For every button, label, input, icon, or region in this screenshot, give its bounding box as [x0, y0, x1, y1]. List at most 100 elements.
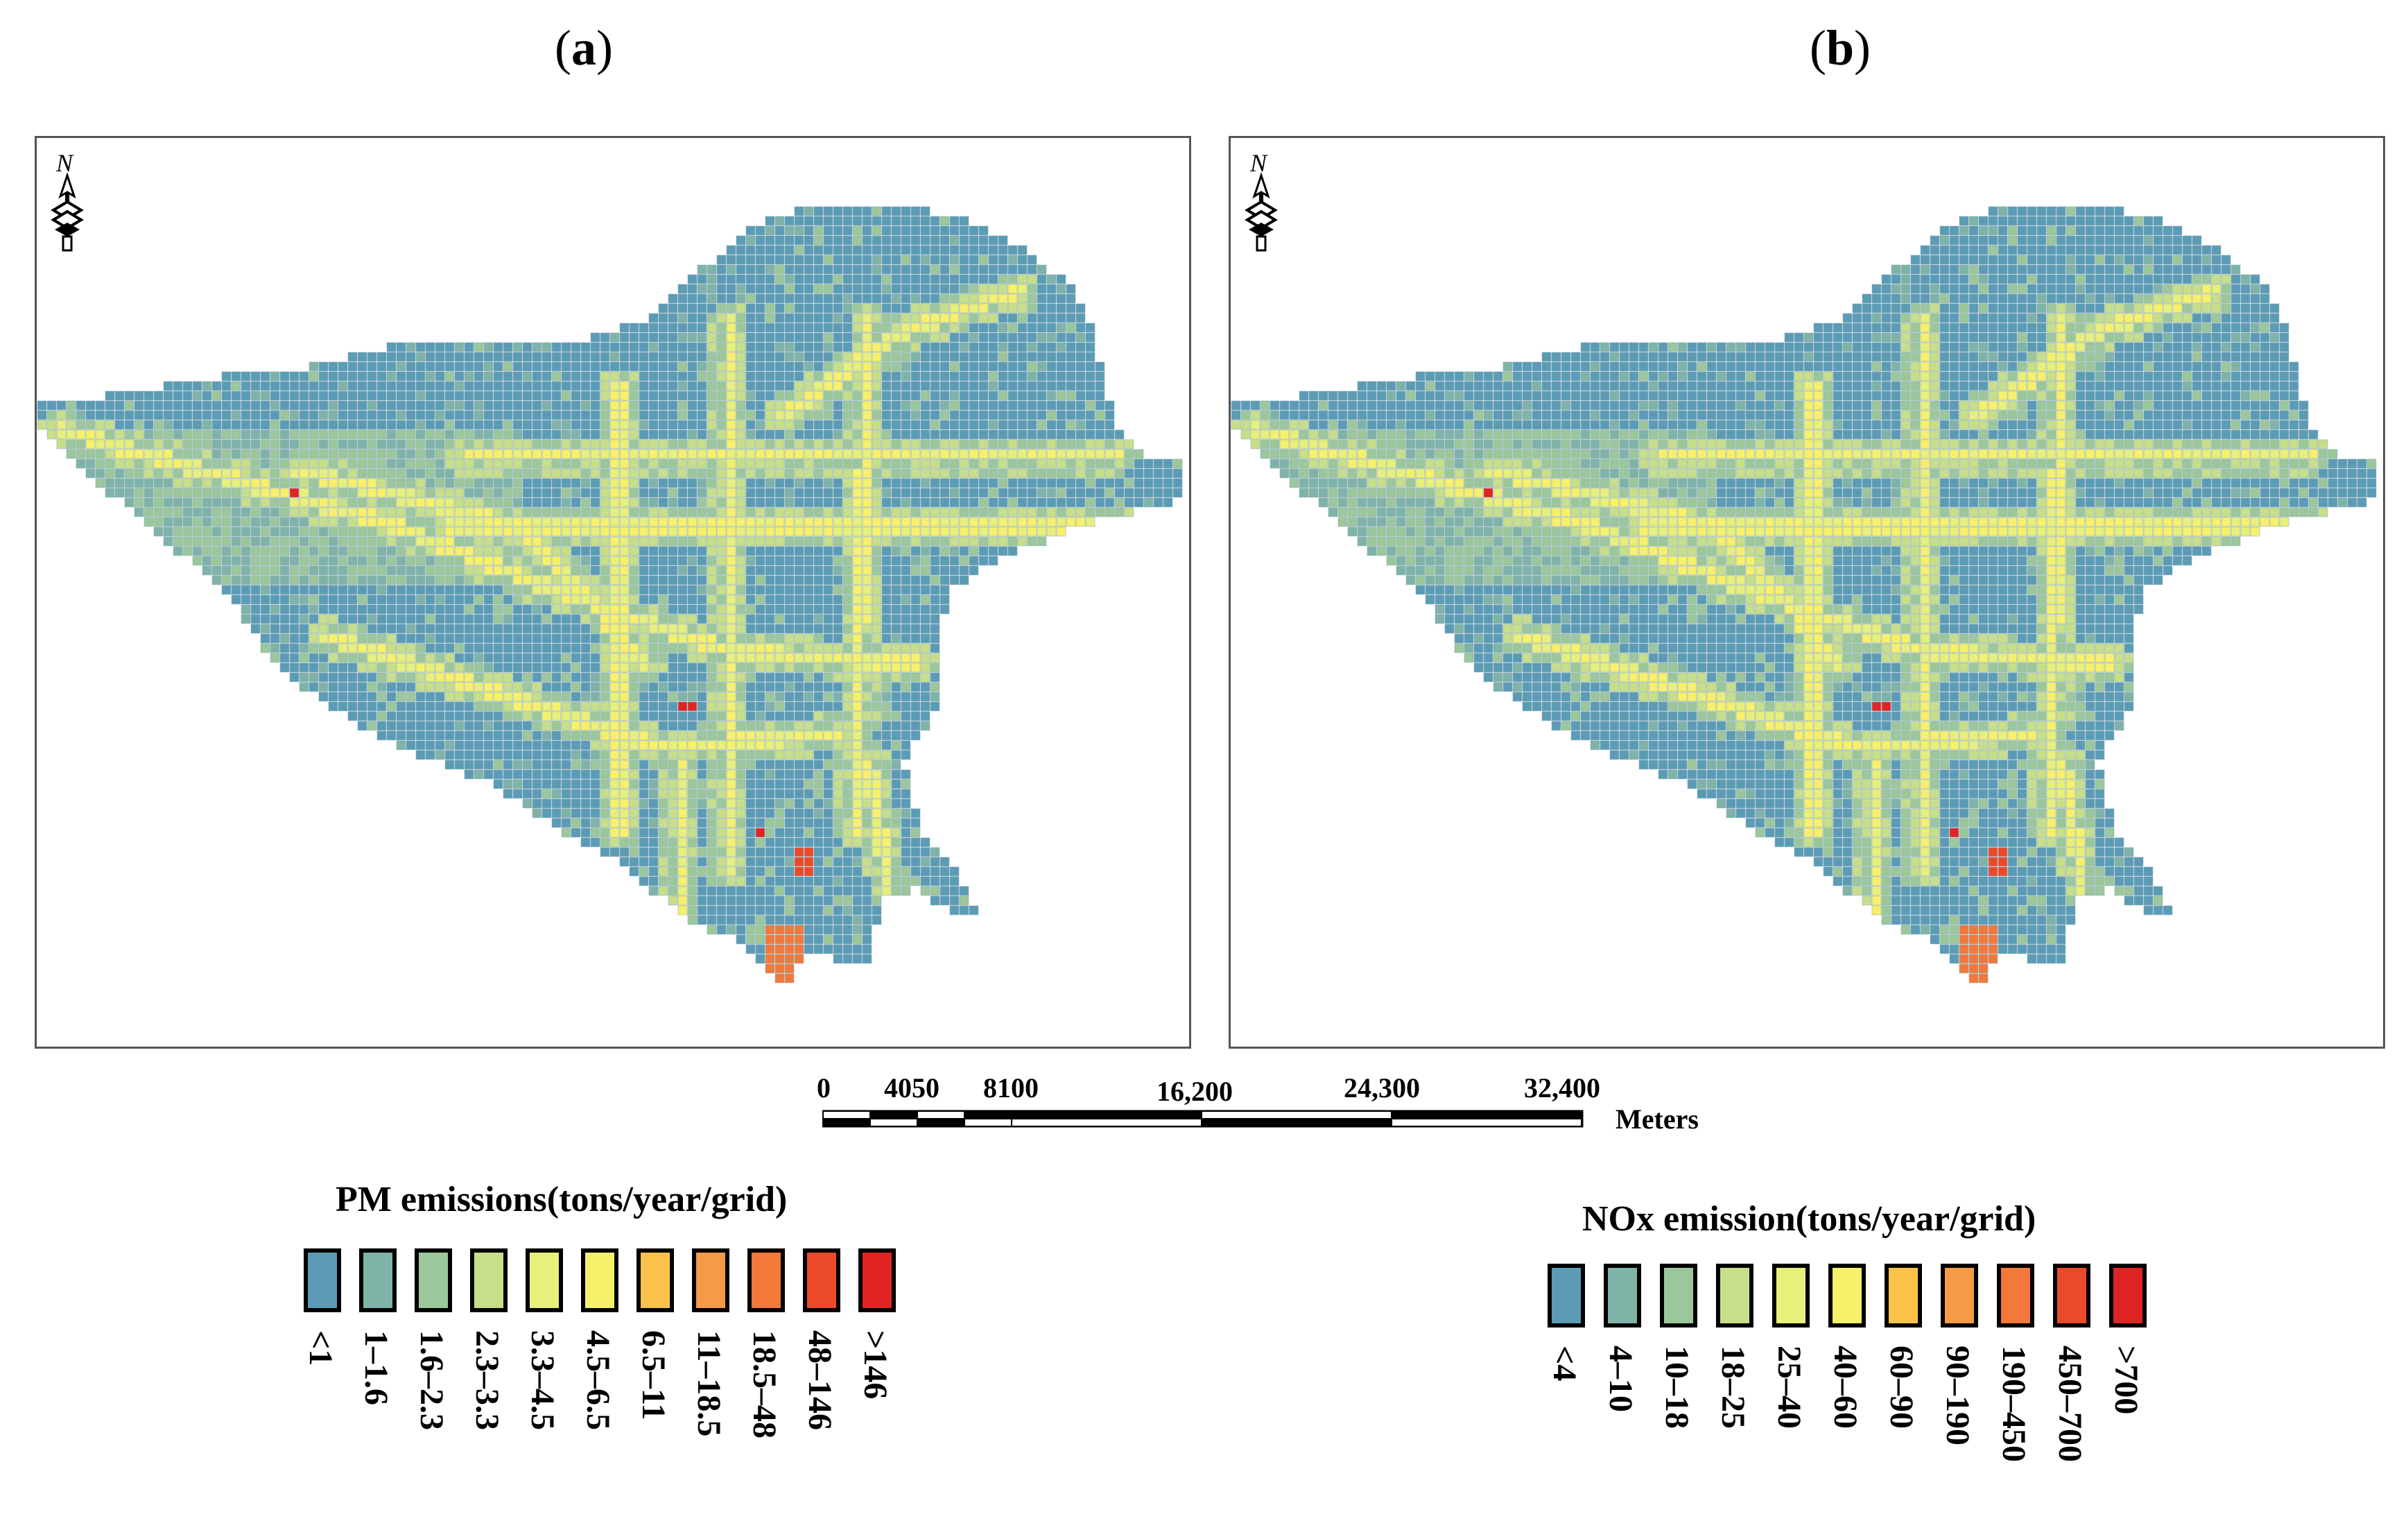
grid-cell — [1037, 449, 1047, 459]
grid-cell — [483, 653, 494, 663]
grid-cell — [1105, 449, 1115, 459]
grid-cell — [1027, 536, 1037, 547]
grid-cell — [260, 546, 270, 556]
grid-cell — [386, 507, 397, 517]
grid-cell — [454, 556, 465, 566]
grid-cell — [687, 886, 698, 896]
grid-cell — [939, 255, 950, 265]
grid-cell — [1066, 439, 1076, 449]
grid-cell — [464, 643, 474, 653]
grid-cell — [910, 526, 921, 537]
grid-cell — [1095, 507, 1105, 517]
grid-cell — [697, 779, 707, 789]
grid-cell — [823, 556, 833, 566]
grid-cell — [852, 915, 863, 925]
grid-cell — [755, 905, 765, 916]
grid-cell — [1046, 390, 1057, 401]
grid-cell — [862, 410, 872, 420]
grid-cell — [677, 420, 688, 430]
grid-cell — [299, 488, 309, 498]
grid-cell — [813, 682, 824, 692]
grid-cell — [872, 468, 882, 479]
grid-cell — [804, 332, 814, 343]
grid-cell — [949, 429, 960, 440]
grid-cell — [658, 857, 668, 867]
grid-cell — [774, 400, 785, 411]
grid-cell — [677, 284, 688, 294]
grid-cell — [794, 818, 804, 828]
grid-cell — [600, 643, 610, 653]
grid-cell — [2065, 216, 2076, 226]
grid-cell — [338, 536, 348, 547]
grid-cell — [765, 245, 775, 255]
grid-cell — [619, 740, 630, 750]
grid-cell — [988, 488, 998, 498]
grid-cell — [2065, 225, 2076, 236]
grid-cell — [697, 390, 707, 401]
grid-cell — [755, 264, 765, 275]
grid-cell — [755, 284, 765, 294]
grid-cell — [221, 439, 232, 449]
grid-cell — [745, 769, 756, 780]
grid-cell — [901, 701, 911, 712]
grid-cell — [939, 585, 950, 595]
grid-cell — [571, 390, 581, 401]
grid-cell — [444, 352, 455, 362]
grid-cell — [707, 905, 717, 916]
grid-cell — [842, 536, 853, 547]
grid-cell — [745, 284, 756, 294]
grid-cell — [619, 701, 630, 712]
grid-cell — [1027, 264, 1037, 275]
grid-cell — [687, 585, 698, 595]
grid-cell — [648, 517, 659, 527]
grid-cell — [464, 507, 474, 517]
grid-cell — [571, 672, 581, 682]
grid-cell — [532, 410, 542, 420]
grid-cell — [872, 303, 882, 313]
grid-cell — [367, 565, 377, 576]
grid-cell — [852, 517, 863, 527]
grid-cell — [765, 954, 775, 964]
grid-cell — [823, 837, 833, 848]
grid-cell — [726, 390, 736, 401]
grid-cell — [716, 313, 727, 323]
grid-cell — [221, 390, 232, 401]
grid-cell — [347, 488, 358, 498]
grid-cell — [891, 274, 901, 284]
grid-cell — [969, 458, 979, 469]
grid-cell — [2095, 264, 2105, 275]
grid-cell — [794, 429, 804, 440]
grid-cell — [1046, 381, 1057, 391]
grid-cell — [493, 750, 503, 760]
grid-cell — [959, 575, 969, 585]
grid-cell — [454, 390, 465, 401]
grid-cell — [1095, 381, 1105, 391]
grid-cell — [532, 614, 542, 624]
grid-cell — [435, 653, 445, 663]
grid-cell — [561, 458, 571, 469]
grid-cell — [357, 381, 367, 391]
grid-cell — [1066, 390, 1076, 401]
grid-cell — [454, 420, 465, 430]
grid-cell — [920, 420, 930, 430]
grid-cell — [580, 585, 591, 595]
grid-cell — [1988, 264, 1998, 275]
grid-cell — [988, 400, 998, 411]
grid-cell — [231, 526, 241, 537]
grid-cell — [522, 798, 532, 809]
grid-cell — [813, 410, 824, 420]
grid-cell — [639, 798, 649, 809]
grid-cell — [376, 488, 387, 498]
grid-cell — [716, 866, 727, 877]
grid-cell — [357, 390, 367, 401]
grid-cell — [2124, 225, 2134, 236]
grid-cell — [697, 847, 707, 857]
grid-cell — [784, 701, 795, 712]
grid-cell — [590, 643, 600, 653]
grid-cell — [444, 750, 455, 760]
grid-cell — [338, 478, 348, 488]
grid-cell — [998, 342, 1008, 352]
grid-cell — [774, 323, 785, 333]
grid-cell — [833, 798, 843, 809]
grid-cell — [920, 575, 930, 585]
